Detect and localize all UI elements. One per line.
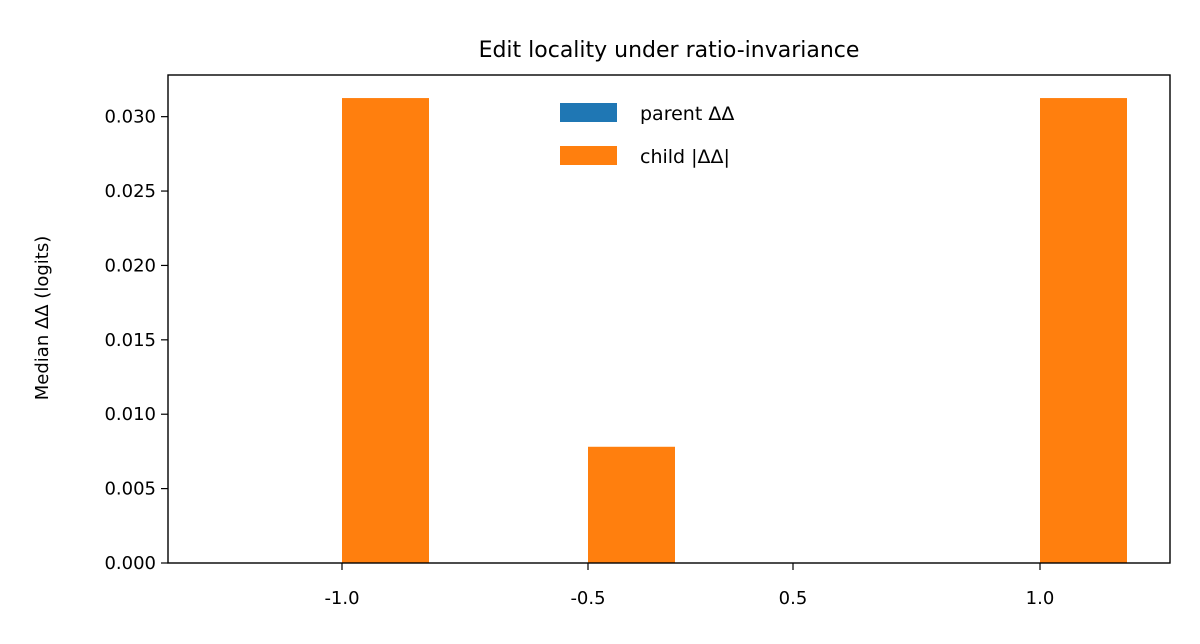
legend: parent ΔΔ child |ΔΔ| bbox=[560, 103, 734, 168]
legend-swatch-parent bbox=[560, 103, 617, 122]
plot-frame bbox=[167, 74, 1171, 564]
x-axis: -1.0 -0.5 0.5 1.0 bbox=[324, 563, 1054, 609]
bar-child-3 bbox=[1040, 98, 1127, 563]
y-tick-label: 0.005 bbox=[104, 479, 156, 500]
x-tick-label: 0.5 bbox=[779, 588, 808, 609]
legend-swatch-child bbox=[560, 146, 617, 165]
legend-label-parent: parent ΔΔ bbox=[640, 103, 734, 125]
legend-label-child: child |ΔΔ| bbox=[640, 146, 730, 168]
y-tick-label: 0.010 bbox=[104, 404, 156, 425]
bar-child-0 bbox=[342, 98, 429, 563]
bar-child-1 bbox=[588, 446, 675, 563]
y-tick-label: 0.020 bbox=[104, 255, 156, 276]
x-tick-label: -1.0 bbox=[324, 588, 359, 609]
y-axis-label: Median ΔΔ (logits) bbox=[32, 236, 53, 400]
y-tick-label: 0.025 bbox=[104, 181, 156, 202]
x-tick-label: 1.0 bbox=[1026, 588, 1055, 609]
y-tick-label: 0.000 bbox=[104, 553, 156, 574]
y-tick-label: 0.015 bbox=[104, 330, 156, 351]
x-tick-label: -0.5 bbox=[570, 588, 605, 609]
chart-title: Edit locality under ratio-invariance bbox=[479, 38, 860, 63]
y-axis: 0.000 0.005 0.010 0.015 0.020 0.025 0.030 bbox=[104, 107, 168, 574]
bars-layer bbox=[342, 98, 1127, 563]
y-tick-label: 0.030 bbox=[104, 107, 156, 128]
